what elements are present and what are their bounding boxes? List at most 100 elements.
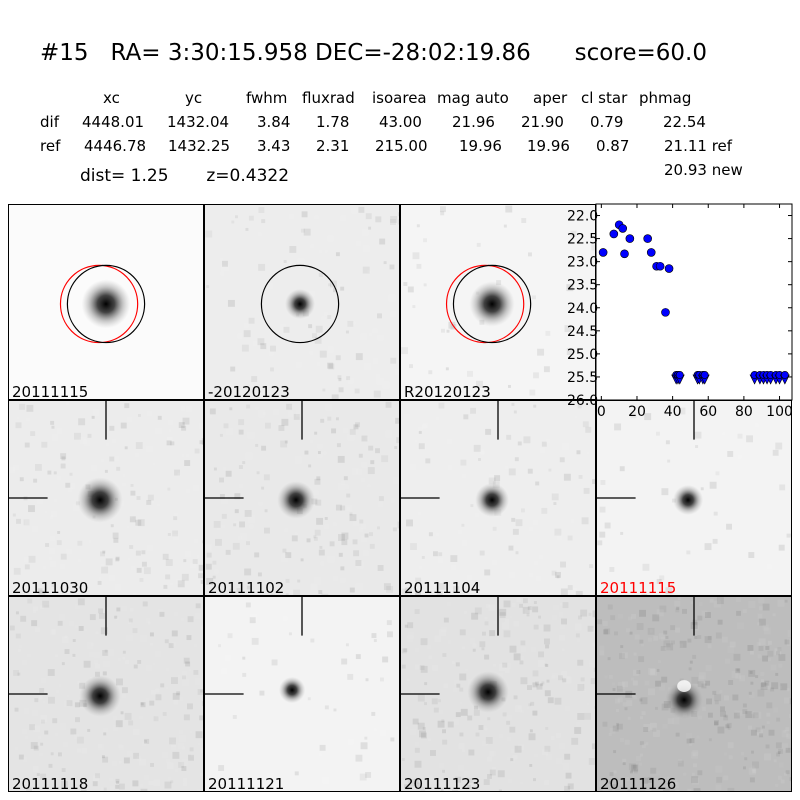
noise-speckle xyxy=(737,710,743,716)
noise-speckle xyxy=(192,559,198,565)
noise-speckle xyxy=(431,698,438,705)
row-ref-phmag: 21.11 ref xyxy=(664,137,733,155)
noise-speckle xyxy=(310,638,315,643)
noise-speckle xyxy=(62,741,69,748)
noise-speckle xyxy=(707,635,712,640)
noise-speckle xyxy=(762,603,770,611)
noise-speckle xyxy=(675,608,680,613)
noise-speckle xyxy=(545,664,549,667)
noise-speckle xyxy=(120,422,127,429)
noise-speckle xyxy=(145,697,150,702)
noise-speckle xyxy=(327,346,334,353)
noise-speckle xyxy=(633,410,639,416)
noise-speckle xyxy=(483,386,487,390)
noise-speckle xyxy=(713,720,719,726)
noise-speckle xyxy=(665,440,670,445)
noise-speckle xyxy=(308,290,315,297)
noise-speckle xyxy=(461,473,467,479)
noise-speckle xyxy=(729,641,736,648)
noise-speckle xyxy=(761,679,764,683)
noise-speckle xyxy=(438,781,446,789)
noise-speckle xyxy=(620,531,624,535)
noise-speckle xyxy=(112,725,119,732)
noise-speckle xyxy=(675,789,680,791)
noise-speckle xyxy=(420,638,428,646)
noise-speckle xyxy=(345,643,349,647)
noise-speckle xyxy=(25,417,30,422)
noise-speckle xyxy=(297,579,301,583)
noise-speckle xyxy=(166,436,172,442)
noise-speckle xyxy=(768,658,772,662)
noise-speckle xyxy=(779,686,783,690)
noise-speckle xyxy=(268,350,274,356)
noise-speckle xyxy=(664,644,671,651)
plot-frame xyxy=(595,203,793,401)
noise-speckle xyxy=(777,775,782,780)
noise-speckle xyxy=(44,472,48,476)
noise-speckle xyxy=(200,624,203,629)
noise-speckle xyxy=(155,651,162,657)
noise-speckle xyxy=(362,245,370,253)
noise-speckle xyxy=(11,778,18,785)
noise-speckle xyxy=(570,230,577,237)
noise-speckle xyxy=(586,451,590,455)
noise-speckle xyxy=(517,744,524,751)
row-ref-label: ref xyxy=(40,137,61,155)
noise-speckle xyxy=(288,404,293,409)
noise-speckle xyxy=(102,756,109,763)
noise-speckle xyxy=(438,699,442,703)
noise-speckle xyxy=(689,738,695,744)
noise-speckle xyxy=(715,765,723,773)
noise-speckle xyxy=(171,677,178,685)
noise-speckle xyxy=(461,749,465,753)
noise-speckle xyxy=(238,535,243,540)
cutout-panel: 20111115 xyxy=(596,400,792,596)
noise-speckle xyxy=(504,668,510,674)
noise-speckle xyxy=(221,513,227,519)
noise-speckle xyxy=(474,512,480,518)
noise-speckle xyxy=(536,683,543,690)
noise-speckle xyxy=(488,473,495,480)
noise-speckle xyxy=(242,656,246,660)
noise-speckle xyxy=(94,663,100,669)
noise-speckle xyxy=(347,377,354,384)
noise-speckle xyxy=(375,448,380,454)
noise-speckle xyxy=(404,587,412,595)
noise-speckle xyxy=(13,567,21,575)
noise-speckle xyxy=(564,785,571,791)
noise-speckle xyxy=(736,524,743,530)
noise-speckle xyxy=(341,532,349,540)
noise-speckle xyxy=(258,263,266,271)
noise-speckle xyxy=(193,669,199,675)
noise-speckle xyxy=(407,779,415,787)
cutout-panel: 20111104 xyxy=(400,400,596,596)
plot-marks xyxy=(598,220,790,385)
source-blob xyxy=(673,484,704,516)
noise-speckle xyxy=(420,692,427,699)
noise-speckle xyxy=(746,435,753,443)
noise-speckle xyxy=(550,675,555,680)
noise-speckle xyxy=(561,618,567,625)
noise-speckle xyxy=(130,483,134,487)
noise-speckle xyxy=(650,668,658,676)
noise-speckle xyxy=(277,771,284,778)
upper-limit-point xyxy=(675,371,684,379)
noise-speckle xyxy=(564,676,572,684)
noise-speckle xyxy=(789,698,791,705)
noise-speckle xyxy=(122,650,126,654)
noise-speckle xyxy=(770,687,775,692)
noise-speckle xyxy=(631,693,636,698)
noise-speckle xyxy=(121,694,126,698)
noise-speckle xyxy=(129,515,133,519)
noise-speckle xyxy=(494,475,501,482)
noise-speckle xyxy=(551,614,558,621)
noise-speckle xyxy=(67,487,73,493)
noise-speckle xyxy=(453,302,457,306)
noise-speckle xyxy=(487,335,491,339)
noise-speckle xyxy=(638,469,644,475)
noise-speckle xyxy=(187,616,194,623)
noise-speckle xyxy=(164,781,172,789)
noise-speckle xyxy=(114,584,122,591)
noise-speckle xyxy=(390,311,397,318)
noise-speckle xyxy=(165,758,171,764)
